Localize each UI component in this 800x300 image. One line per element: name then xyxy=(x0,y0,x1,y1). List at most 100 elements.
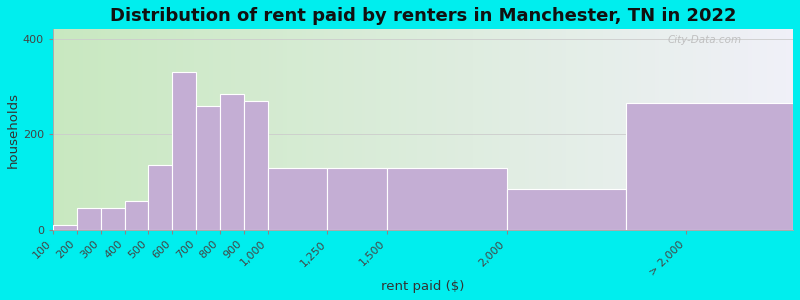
Bar xyxy=(242,29,246,230)
Text: City-Data.com: City-Data.com xyxy=(667,35,742,45)
Bar xyxy=(60,29,64,230)
Bar xyxy=(134,29,138,230)
Bar xyxy=(358,29,362,230)
Bar xyxy=(715,29,718,230)
Bar xyxy=(711,29,715,230)
Bar xyxy=(770,29,774,230)
Bar xyxy=(157,29,161,230)
Bar xyxy=(778,29,782,230)
Bar xyxy=(306,29,310,230)
Bar xyxy=(562,29,566,230)
Bar xyxy=(172,29,176,230)
Bar xyxy=(339,29,343,230)
Bar xyxy=(64,29,68,230)
Bar xyxy=(790,29,793,230)
Bar xyxy=(391,29,395,230)
Bar xyxy=(291,29,294,230)
Bar xyxy=(380,29,384,230)
Bar xyxy=(161,29,165,230)
Bar xyxy=(614,29,618,230)
Bar xyxy=(529,29,533,230)
Bar xyxy=(362,29,366,230)
Bar xyxy=(707,29,711,230)
Bar xyxy=(674,29,678,230)
Bar xyxy=(421,29,425,230)
Bar xyxy=(514,29,518,230)
Bar xyxy=(410,29,414,230)
Bar xyxy=(506,29,510,230)
Bar xyxy=(125,201,148,230)
Bar xyxy=(321,29,324,230)
Bar xyxy=(280,29,283,230)
Bar xyxy=(718,29,722,230)
Bar xyxy=(558,29,562,230)
Bar xyxy=(425,29,429,230)
Bar xyxy=(112,29,116,230)
Bar xyxy=(224,29,228,230)
Bar xyxy=(105,29,109,230)
Bar xyxy=(641,29,644,230)
Bar xyxy=(53,29,57,230)
Bar xyxy=(179,29,183,230)
Bar xyxy=(231,29,235,230)
Bar xyxy=(495,29,499,230)
Bar xyxy=(343,29,346,230)
Bar xyxy=(209,29,213,230)
Bar xyxy=(220,94,244,230)
Bar xyxy=(704,29,707,230)
Bar xyxy=(373,29,377,230)
Bar xyxy=(670,29,674,230)
Bar xyxy=(346,29,350,230)
Bar xyxy=(335,29,339,230)
Bar xyxy=(440,29,443,230)
Bar xyxy=(369,29,373,230)
Bar xyxy=(600,29,603,230)
Bar xyxy=(547,29,551,230)
X-axis label: rent paid ($): rent paid ($) xyxy=(382,280,465,293)
Bar xyxy=(90,29,94,230)
Bar xyxy=(659,29,663,230)
Bar xyxy=(384,29,388,230)
Bar xyxy=(154,29,157,230)
Bar xyxy=(165,29,168,230)
Bar xyxy=(589,29,592,230)
Bar xyxy=(150,29,154,230)
Bar xyxy=(332,29,335,230)
Bar xyxy=(763,29,767,230)
Bar xyxy=(581,29,585,230)
Bar xyxy=(387,168,506,230)
Bar xyxy=(689,29,693,230)
Bar xyxy=(756,29,759,230)
Bar xyxy=(648,29,652,230)
Bar xyxy=(142,29,146,230)
Bar xyxy=(618,29,622,230)
Bar xyxy=(603,29,607,230)
Bar xyxy=(324,29,328,230)
Bar xyxy=(749,29,752,230)
Bar xyxy=(685,29,689,230)
Bar xyxy=(172,72,196,230)
Bar xyxy=(146,29,150,230)
Bar xyxy=(738,29,741,230)
Bar xyxy=(462,29,466,230)
Bar xyxy=(57,29,60,230)
Bar xyxy=(540,29,544,230)
Bar xyxy=(109,29,112,230)
Bar xyxy=(458,29,462,230)
Bar xyxy=(86,29,90,230)
Bar xyxy=(570,29,574,230)
Bar xyxy=(734,29,738,230)
Bar xyxy=(644,29,648,230)
Bar xyxy=(626,29,630,230)
Bar xyxy=(745,29,749,230)
Bar xyxy=(220,29,224,230)
Bar xyxy=(447,29,451,230)
Bar xyxy=(176,29,179,230)
Bar xyxy=(377,29,380,230)
Bar xyxy=(82,29,86,230)
Bar xyxy=(246,29,250,230)
Bar xyxy=(354,29,358,230)
Bar xyxy=(652,29,655,230)
Bar xyxy=(350,29,354,230)
Bar xyxy=(217,29,220,230)
